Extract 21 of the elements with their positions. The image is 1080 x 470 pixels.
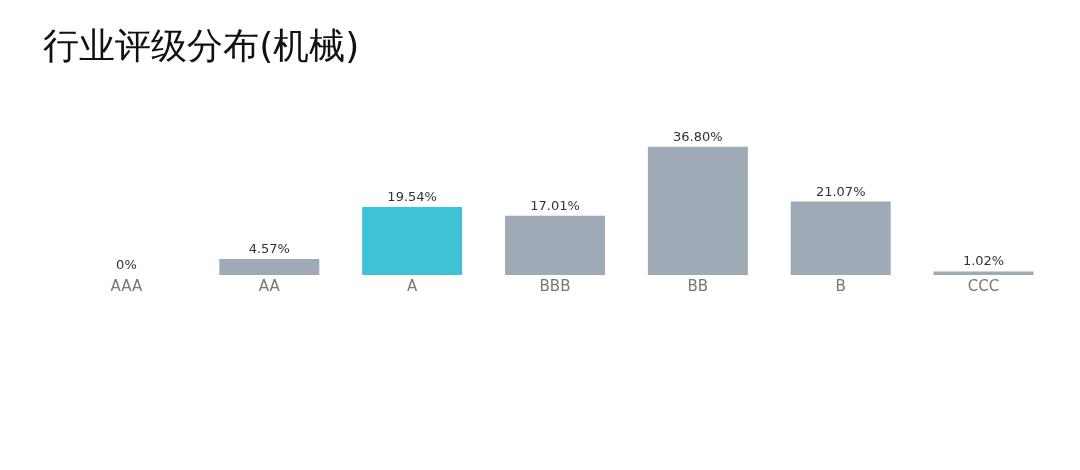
data-label: 19.54%	[387, 188, 437, 204]
x-tick-label: CCC	[967, 277, 1000, 295]
data-label: 1.02%	[962, 253, 1005, 269]
x-tick-label: A	[407, 277, 419, 295]
data-label: 36.80%	[673, 128, 723, 144]
x-tick-label: BB	[687, 277, 709, 295]
bar	[647, 146, 748, 275]
data-label: 21.07%	[815, 183, 866, 199]
bar	[505, 215, 605, 275]
bar	[362, 206, 463, 275]
data-label: 4.57%	[248, 241, 290, 257]
x-tick-label: BBB	[539, 277, 571, 295]
x-tick-label: AA	[258, 277, 281, 295]
data-label: 17.01%	[530, 197, 580, 213]
bar	[790, 201, 891, 275]
chart-title: 行业评级分布(机械)	[43, 25, 360, 67]
x-tick-label: B	[835, 277, 846, 295]
bar	[933, 271, 1034, 275]
bar	[219, 259, 320, 275]
x-tick-label: AAA	[110, 277, 143, 295]
data-label: 0%	[116, 257, 137, 272]
